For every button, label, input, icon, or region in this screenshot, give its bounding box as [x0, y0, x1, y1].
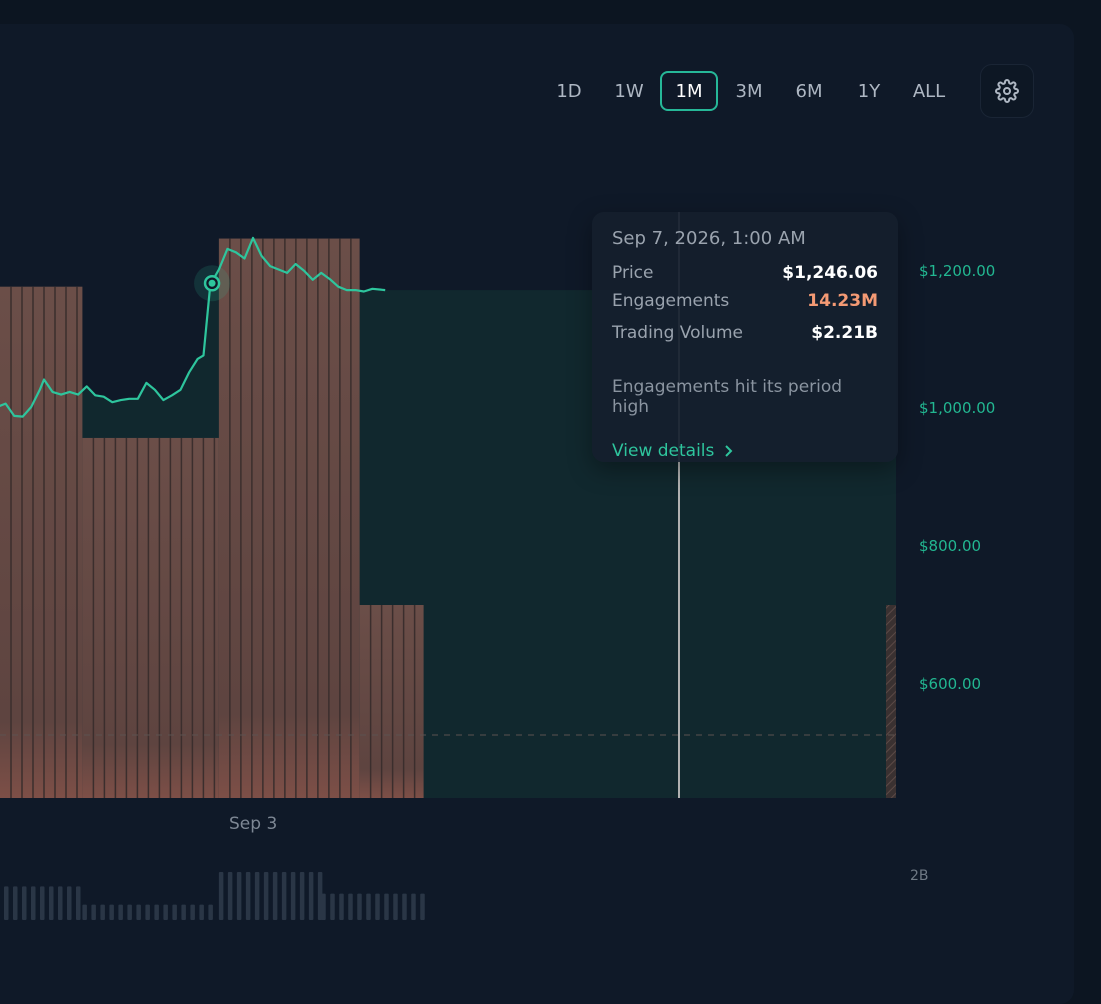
engagement-bar	[0, 286, 83, 798]
volume-bar	[4, 886, 9, 920]
volume-bar	[172, 904, 177, 920]
range-button-1y[interactable]: 1Y	[857, 80, 881, 102]
price-line-group	[0, 236, 386, 418]
tooltip-date: Sep 7, 2026, 1:00 AM	[612, 228, 806, 249]
volume-bar	[40, 886, 45, 920]
price-line	[0, 236, 386, 418]
future-hatch	[886, 605, 896, 798]
volume-bar	[290, 872, 296, 920]
volume-bar	[13, 886, 18, 920]
tooltip-label: Trading Volume	[612, 323, 744, 343]
volume-axis-label: 2B	[910, 868, 929, 884]
range-button-6m[interactable]: 6M	[795, 80, 823, 102]
volume-bar	[208, 904, 213, 920]
tooltip-label: Engagements	[612, 291, 730, 311]
price-chart	[0, 212, 896, 920]
range-button-1m[interactable]: 1M	[660, 71, 718, 111]
tooltip-value: 14.23M	[807, 291, 878, 311]
volume-bar	[127, 904, 132, 920]
tooltip-value: $1,246.06	[782, 263, 878, 283]
volume-bar	[91, 904, 96, 920]
volume-bar	[154, 904, 159, 920]
volume-bar	[420, 893, 425, 920]
volume-bar	[375, 893, 380, 920]
volume-bar	[82, 904, 87, 920]
engagement-bar	[82, 437, 219, 798]
volume-bar	[181, 904, 186, 920]
volume-bar	[281, 872, 287, 920]
volume-bar	[199, 904, 204, 920]
highlight-point-core	[208, 279, 216, 287]
volume-bar	[299, 872, 305, 920]
tooltip-row-price: Price $1,246.06	[612, 259, 878, 287]
range-button-1d[interactable]: 1D	[556, 80, 582, 102]
volume-bar	[272, 872, 278, 920]
tooltip-row-volume: Trading Volume $2.21B	[612, 315, 878, 351]
tooltip-label: Price	[612, 263, 654, 283]
volume-bar	[49, 886, 54, 920]
settings-button[interactable]	[980, 64, 1034, 118]
volume-bar	[136, 904, 141, 920]
y-tick-label: $1,200.00	[919, 262, 996, 280]
volume-bar	[366, 893, 371, 920]
volume-bar	[109, 904, 114, 920]
range-button-all[interactable]: ALL	[912, 80, 946, 102]
volume-bar	[245, 872, 251, 920]
y-tick-label: $1,000.00	[919, 399, 996, 417]
volume-bar	[384, 893, 389, 920]
engagement-bar	[218, 238, 360, 798]
tooltip-value: $2.21B	[811, 323, 878, 343]
range-button-1w[interactable]: 1W	[614, 80, 644, 102]
volume-bar	[100, 904, 105, 920]
volume-bar	[218, 872, 224, 920]
x-tick-label: Sep 3	[229, 814, 278, 834]
volume-bar	[145, 904, 150, 920]
volume-bar	[254, 872, 260, 920]
volume-bar	[402, 893, 407, 920]
gear-icon	[995, 79, 1019, 103]
chevron-right-icon	[725, 445, 733, 457]
time-range-selector: 1D 1W 1M 3M 6M 1Y ALL	[540, 70, 958, 112]
tooltip-note: Engagements hit its period high	[612, 377, 843, 417]
view-details-link[interactable]: View details	[612, 441, 878, 461]
volume-bar	[22, 886, 27, 920]
volume-bar	[76, 886, 81, 920]
volume-bar	[348, 893, 353, 920]
range-button-3m[interactable]: 3M	[735, 80, 763, 102]
volume-bar	[263, 872, 269, 920]
volume-bar	[118, 904, 123, 920]
volume-bar	[411, 893, 416, 920]
volume-bar	[227, 872, 233, 920]
volume-bar	[308, 872, 314, 920]
tooltip-row-engagements: Engagements 14.23M	[612, 287, 878, 315]
volume-bar	[31, 886, 36, 920]
volume-bar	[67, 886, 72, 920]
volume-bar	[339, 893, 344, 920]
view-details-label: View details	[612, 441, 715, 461]
volume-bar	[393, 893, 398, 920]
volume-bar	[163, 904, 168, 920]
volume-bar	[330, 893, 335, 920]
chart-tooltip: Sep 7, 2026, 1:00 AM Price $1,246.06 Eng…	[592, 212, 898, 462]
y-tick-label: $800.00	[919, 537, 982, 555]
volume-bar	[190, 904, 195, 920]
volume-bar	[321, 893, 326, 920]
volume-bars-group	[4, 872, 425, 920]
volume-bar	[357, 893, 362, 920]
volume-bar	[236, 872, 242, 920]
engagement-bars-group	[0, 238, 896, 798]
volume-bar	[58, 886, 63, 920]
y-tick-label: $600.00	[919, 675, 982, 693]
